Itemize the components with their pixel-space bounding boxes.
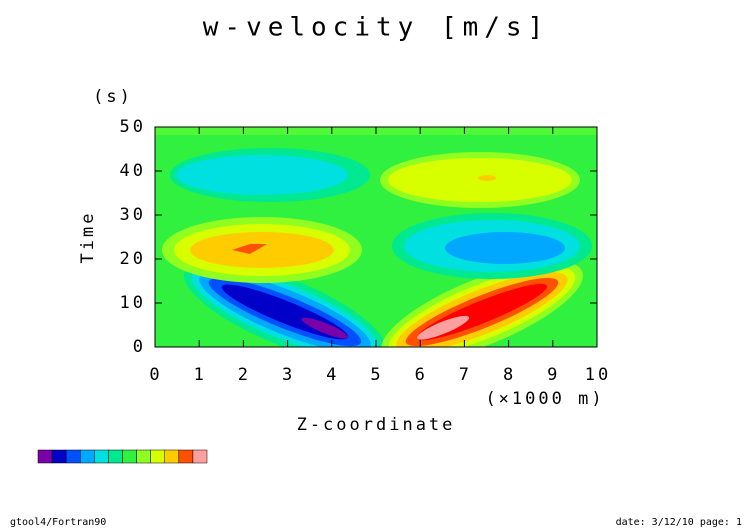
contour-field [155, 127, 597, 347]
x-axis-label: Z-coordinate [297, 415, 456, 435]
colorbar-swatch [94, 449, 109, 464]
x-tick-label: 9 [547, 365, 560, 385]
y-tick-label: 30 [120, 205, 146, 225]
x-tick-label: 0 [149, 365, 162, 385]
y-axis-label: Time [78, 211, 98, 264]
x-tick-label: 6 [415, 365, 428, 385]
chart-title: w-velocity [m/s] [203, 13, 549, 43]
y-tick-label: 20 [120, 249, 146, 269]
footer-left: gtool4/Fortran90 [10, 517, 106, 528]
colorbar-swatch [122, 449, 137, 464]
x-tick-label: 2 [238, 365, 251, 385]
axes: 0 1 2 3 4 5 6 7 8 9 10 0 10 20 30 40 50 [120, 117, 611, 385]
x-unit: (×1000 m) [485, 389, 604, 409]
y-tick-label: 10 [120, 293, 146, 313]
colorbar-swatch [150, 449, 166, 464]
colorbar-swatch [178, 449, 194, 464]
y-unit: (s) [93, 87, 133, 107]
x-tick-label: 5 [370, 365, 383, 385]
x-tick-label: 3 [282, 365, 295, 385]
colorbar-swatch [108, 449, 123, 464]
y-tick-label: 40 [120, 161, 146, 181]
colorbar-swatch [192, 449, 208, 464]
colorbar-swatch [80, 449, 95, 464]
colorbar-swatch [136, 449, 151, 464]
colorbar-swatch [164, 449, 180, 464]
x-tick-label: 1 [194, 365, 207, 385]
y-tick-label: 50 [120, 117, 146, 137]
colorbar-swatch [37, 449, 53, 464]
colorbar [37, 449, 208, 464]
x-tick-label: 4 [326, 365, 339, 385]
x-tick-label: 10 [585, 365, 611, 385]
colorbar-swatch [65, 449, 81, 464]
y-tick-label: 0 [133, 337, 146, 357]
footer-right: date: 3/12/10 page: 1 [616, 517, 742, 528]
x-tick-label: 7 [459, 365, 472, 385]
colorbar-swatch [51, 449, 67, 464]
x-tick-label: 8 [503, 365, 516, 385]
